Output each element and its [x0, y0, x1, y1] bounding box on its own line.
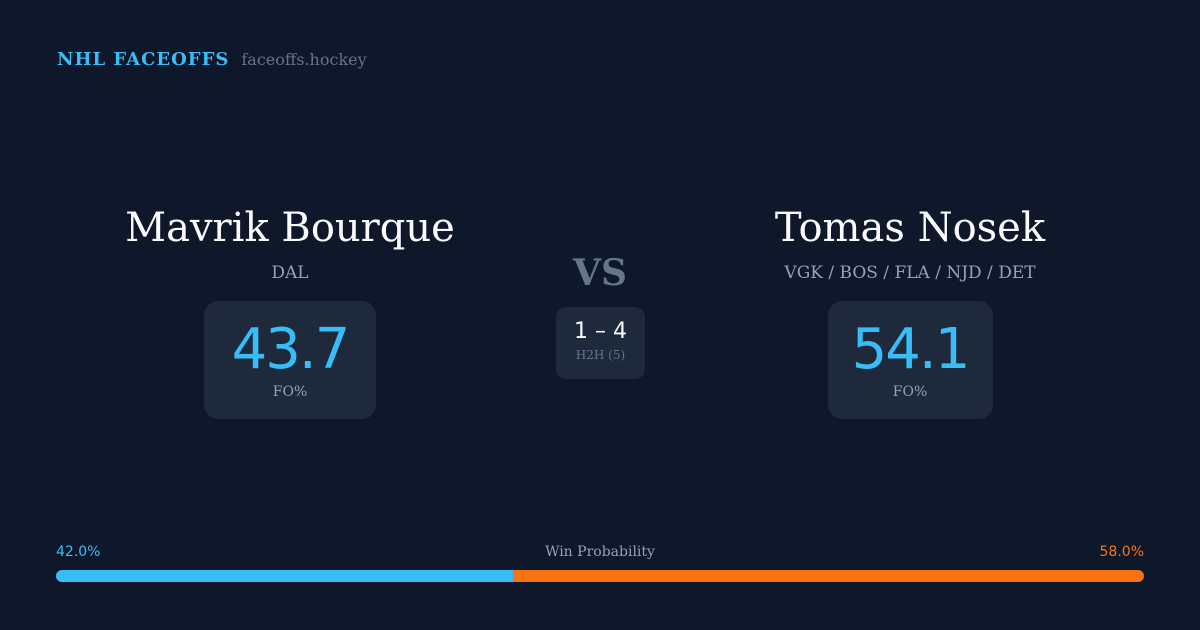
- win-probability-bar: [56, 570, 1144, 582]
- left-fo-pct: 43.7: [231, 317, 351, 382]
- brand-header: NHL FACEOFFS faceoffs.hockey: [57, 49, 367, 70]
- right-player-team: VGK / BOS / FLA / NJD / DET: [784, 263, 1036, 283]
- right-player-name: Tomas Nosek: [774, 205, 1046, 251]
- h2h-score: 1 – 4: [574, 319, 627, 344]
- right-fo-card: 54.1 FO%: [827, 301, 993, 419]
- right-fo-label: FO%: [892, 384, 928, 400]
- vs-label: VS: [573, 252, 627, 294]
- left-fo-card: 43.7 FO%: [204, 301, 376, 419]
- brand-url: faceoffs.hockey: [241, 50, 367, 69]
- win-probability-label: Win Probability: [545, 544, 655, 560]
- left-prob-fill: [56, 570, 513, 582]
- left-fo-label: FO%: [272, 384, 308, 400]
- right-prob-fill: [512, 570, 1144, 582]
- brand-title: NHL FACEOFFS: [57, 49, 230, 70]
- left-player-team: DAL: [271, 263, 309, 283]
- left-player: Mavrik Bourque DAL 43.7 FO%: [80, 205, 500, 419]
- h2h-card: 1 – 4 H2H (5): [556, 307, 645, 379]
- right-player: Tomas Nosek VGK / BOS / FLA / NJD / DET …: [700, 205, 1120, 419]
- right-fo-pct: 54.1: [851, 317, 971, 382]
- left-player-name: Mavrik Bourque: [125, 205, 455, 251]
- left-win-prob: 42.0%: [56, 544, 101, 560]
- h2h-label: H2H (5): [575, 348, 626, 362]
- right-win-prob: 58.0%: [1099, 544, 1144, 560]
